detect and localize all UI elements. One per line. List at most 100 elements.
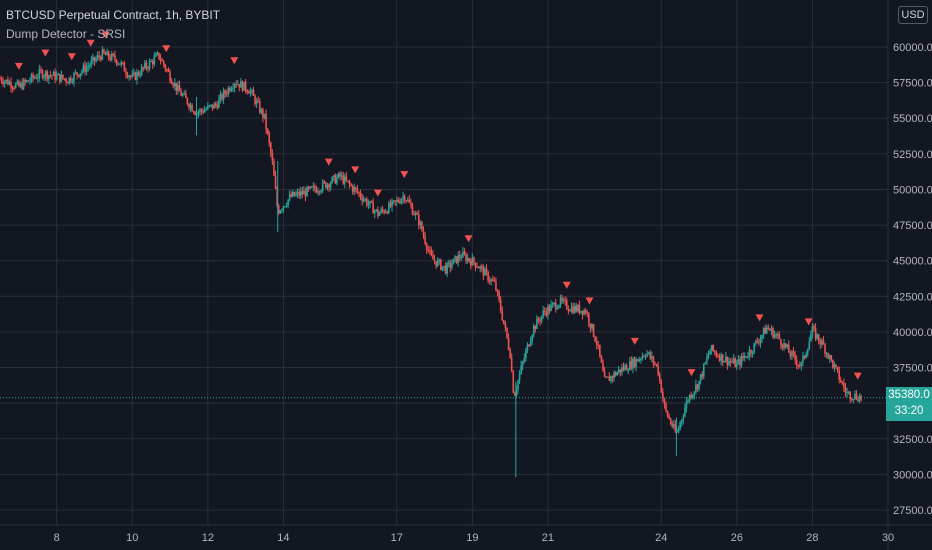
candle-body xyxy=(110,53,113,60)
price-axis[interactable]: 27500.030000.032500.035000.037500.040000… xyxy=(893,42,932,517)
candle-body xyxy=(386,211,389,214)
candle-body xyxy=(372,202,374,214)
candle-body xyxy=(142,67,145,69)
candle-body xyxy=(663,398,666,404)
candle-body xyxy=(702,363,705,377)
candle-body xyxy=(654,363,656,365)
candle-body xyxy=(655,364,658,366)
candle-body xyxy=(521,361,524,366)
candle-body xyxy=(852,398,855,400)
candle-body xyxy=(846,392,848,394)
symbol-title[interactable]: BTCUSD Perpetual Contract, 1h, BYBIT xyxy=(6,8,221,22)
candle-body xyxy=(586,313,589,315)
candle-body xyxy=(200,109,203,111)
candle-body xyxy=(440,259,442,270)
candle-body xyxy=(658,374,661,380)
candle-body xyxy=(841,382,844,384)
candle-body xyxy=(373,210,376,214)
candle-body xyxy=(695,384,697,392)
candle-body xyxy=(622,367,625,370)
candle-body xyxy=(668,416,670,419)
dump-signal-marker xyxy=(804,318,813,326)
candle-body xyxy=(285,205,288,207)
candle-body xyxy=(169,71,171,82)
candle-body xyxy=(323,181,326,183)
candle-body xyxy=(93,56,96,62)
candle-body xyxy=(384,211,387,213)
candle-body xyxy=(471,257,474,266)
y-tick-label: 60000.0 xyxy=(893,42,932,54)
candle-body xyxy=(640,358,642,360)
candle-body xyxy=(857,399,859,402)
candle-body xyxy=(161,60,163,62)
candle-body xyxy=(49,75,52,77)
candle-body xyxy=(315,189,318,193)
dump-signal-marker xyxy=(853,372,862,380)
candle-body xyxy=(405,200,408,202)
candle-body xyxy=(271,153,274,162)
candle-body xyxy=(129,76,132,78)
candle-body xyxy=(754,341,757,344)
candle-body xyxy=(617,369,620,373)
candle-body xyxy=(540,315,543,322)
candle-body xyxy=(266,128,269,134)
time-axis[interactable]: 8 10 12 14 17 19 21 24 26 28 30 xyxy=(54,532,895,544)
candle-body xyxy=(318,191,321,193)
x-tick-label: 21 xyxy=(542,532,554,544)
candle-body xyxy=(674,424,677,432)
candle-body xyxy=(18,81,20,87)
candle-body xyxy=(843,382,845,388)
candle-body xyxy=(701,374,704,377)
candlestick-series xyxy=(0,46,863,478)
y-tick-label: 30000.0 xyxy=(893,469,932,481)
candle-body xyxy=(484,268,486,276)
candle-body xyxy=(214,103,217,106)
candle-body xyxy=(699,374,702,381)
candle-body xyxy=(244,81,247,91)
candle-body xyxy=(641,356,644,359)
candle-body xyxy=(647,352,650,354)
candle-body xyxy=(175,82,178,91)
candle-body xyxy=(44,71,47,77)
candle-body xyxy=(270,142,272,154)
last-price-label: 35380.0 33:20 xyxy=(886,387,932,421)
candle-body xyxy=(399,201,401,204)
dump-signal-marker xyxy=(14,62,23,70)
candle-body xyxy=(59,73,61,82)
candle-body xyxy=(495,281,497,291)
candle-body xyxy=(534,326,537,329)
candle-body xyxy=(162,60,165,66)
candle-body xyxy=(512,370,515,393)
candle-body xyxy=(717,355,719,357)
candle-body xyxy=(298,191,300,196)
candle-body xyxy=(247,92,250,94)
indicator-title[interactable]: Dump Detector - SRSI xyxy=(6,27,126,41)
candle-body xyxy=(728,361,730,365)
candle-body xyxy=(137,72,140,76)
candle-body xyxy=(30,74,33,81)
candle-body xyxy=(155,54,157,57)
candle-body xyxy=(547,306,549,316)
x-tick-label: 24 xyxy=(655,532,667,544)
candle-body xyxy=(616,372,618,376)
currency-badge[interactable]: USD xyxy=(898,6,928,24)
candle-body xyxy=(515,389,518,396)
candle-body xyxy=(528,344,530,347)
candle-body xyxy=(158,52,160,59)
candle-body xyxy=(332,175,335,178)
candle-body xyxy=(789,352,792,357)
candle-body xyxy=(791,351,793,357)
candle-body xyxy=(422,230,425,236)
candle-body xyxy=(646,353,648,357)
candle-body xyxy=(619,369,622,373)
candle-body xyxy=(394,200,396,202)
candle-body xyxy=(101,49,104,60)
candle-body xyxy=(736,362,738,368)
candle-body xyxy=(584,310,587,314)
candle-body xyxy=(800,362,803,366)
candle-body xyxy=(605,377,607,379)
candle-body xyxy=(432,255,434,260)
candle-body xyxy=(369,201,371,205)
candle-body xyxy=(136,72,138,80)
